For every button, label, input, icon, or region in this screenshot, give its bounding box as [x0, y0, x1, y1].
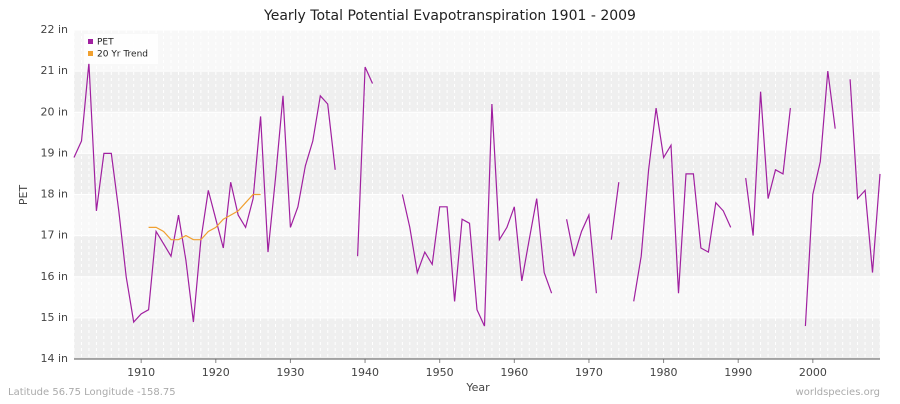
y-axis-label: PET — [17, 185, 30, 206]
x-tick-label: 1990 — [724, 366, 752, 379]
y-tick-label: 14 in — [40, 352, 68, 365]
x-tick-label: 1980 — [650, 366, 678, 379]
y-tick-label: 16 in — [40, 270, 68, 283]
footer-right: worldspecies.org — [796, 387, 880, 398]
footer-left: Latitude 56.75 Longitude -158.75 — [8, 387, 176, 398]
y-tick-label: 15 in — [40, 311, 68, 324]
y-tick-label: 21 in — [40, 64, 68, 77]
x-tick-label: 1960 — [500, 366, 528, 379]
x-axis-label: Year — [465, 381, 490, 394]
x-tick-label: 1950 — [426, 366, 454, 379]
y-tick-label: 20 in — [40, 105, 68, 118]
data-line — [148, 193, 261, 241]
legend-box — [84, 34, 158, 64]
x-tick-label: 1920 — [202, 366, 230, 379]
x-tick-label: 1910 — [127, 366, 155, 379]
legend-label: PET — [97, 38, 114, 48]
y-tick-label: 18 in — [40, 188, 68, 201]
x-tick-label: 1940 — [351, 366, 379, 379]
legend-swatch — [88, 39, 93, 44]
legend-swatch — [88, 51, 93, 56]
y-tick-label: 19 in — [40, 146, 68, 159]
legend-label: 20 Yr Trend — [97, 50, 148, 60]
x-tick-label: 1970 — [575, 366, 603, 379]
x-tick-label: 2000 — [799, 366, 827, 379]
y-tick-label: 22 in — [40, 23, 68, 36]
data-line — [73, 62, 881, 327]
chart-title: Yearly Total Potential Evapotranspiratio… — [263, 8, 636, 24]
x-tick-label: 1930 — [276, 366, 304, 379]
y-tick-label: 17 in — [40, 229, 68, 242]
